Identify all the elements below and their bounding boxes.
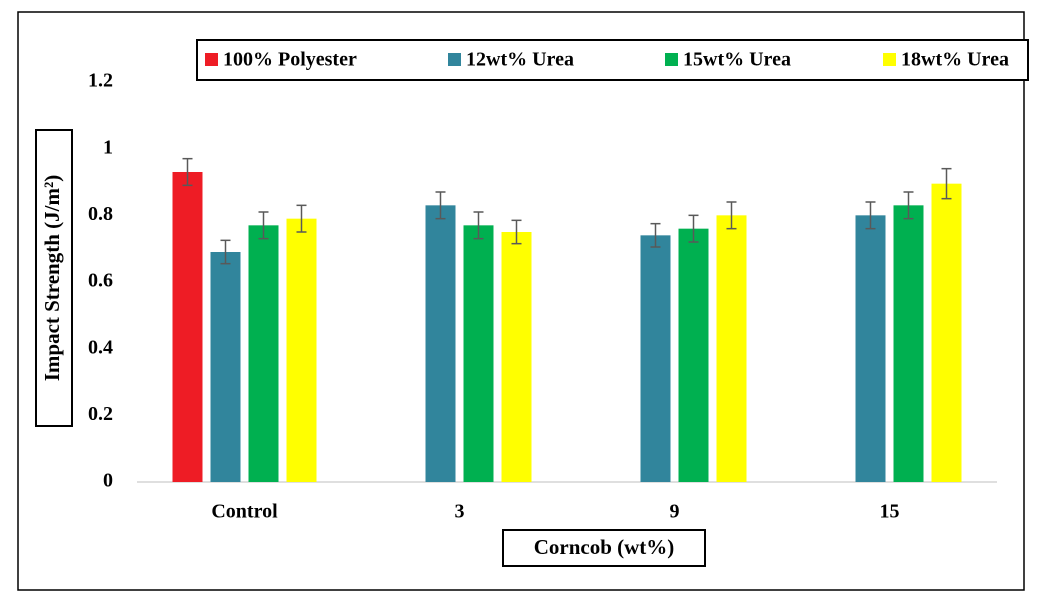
x-label-box (502, 529, 706, 567)
x-tick-label: 9 (670, 501, 680, 523)
y-tick-label: 1 (103, 136, 113, 158)
legend-label: 100% Polyester (223, 49, 357, 71)
error-bar (726, 201, 737, 230)
bar (678, 228, 709, 482)
bar (931, 183, 962, 482)
bar (716, 215, 747, 483)
error-bar (435, 191, 446, 220)
error-bar (220, 239, 231, 265)
legend-swatch (205, 53, 218, 66)
bar (501, 232, 532, 482)
legend-label: 12wt% Urea (466, 49, 574, 71)
x-tick-label: 3 (455, 501, 465, 523)
bar (172, 172, 203, 482)
x-tick-label: Control (211, 501, 278, 523)
bar (640, 235, 671, 482)
error-bar (296, 204, 307, 233)
y-label-box (35, 129, 73, 427)
y-tick-label: 0 (103, 470, 113, 492)
y-tick-label: 0.6 (88, 270, 113, 292)
bar (286, 218, 317, 482)
legend-label: 15wt% Urea (683, 49, 791, 71)
error-bar (473, 211, 484, 240)
bar (425, 205, 456, 483)
y-axis-title: Impact Strength (J/m²) (40, 175, 64, 382)
y-tick-label: 0.4 (88, 336, 113, 358)
bar (463, 225, 494, 483)
bar (893, 205, 924, 483)
x-tick-label: 15 (880, 501, 900, 523)
y-tick-label: 1.2 (88, 70, 113, 92)
legend-swatch (665, 53, 678, 66)
x-axis-title: Corncob (wt%) (534, 535, 675, 559)
y-tick-label: 0.2 (88, 403, 113, 425)
bar (248, 225, 279, 483)
y-tick-label: 0.8 (88, 203, 113, 225)
bar (855, 215, 886, 483)
error-bar (903, 191, 914, 220)
error-bar (941, 167, 952, 200)
legend-label: 18wt% Urea (901, 49, 1009, 71)
bar (210, 252, 241, 482)
error-bar (182, 157, 193, 187)
error-bar (650, 222, 661, 248)
legend-swatch (883, 53, 896, 66)
error-bar (865, 201, 876, 230)
error-bar (688, 214, 699, 243)
error-bar (511, 219, 522, 245)
legend-swatch (448, 53, 461, 66)
error-bar (258, 211, 269, 240)
